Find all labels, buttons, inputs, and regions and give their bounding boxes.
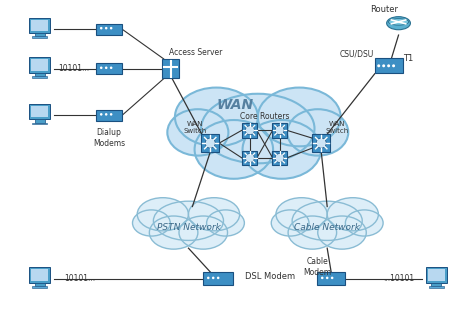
Text: Access Server: Access Server	[169, 48, 222, 57]
Circle shape	[212, 277, 215, 279]
Text: Router: Router	[370, 5, 398, 14]
FancyBboxPatch shape	[162, 59, 179, 78]
FancyBboxPatch shape	[35, 73, 45, 76]
Circle shape	[377, 64, 380, 67]
Ellipse shape	[133, 210, 170, 236]
Circle shape	[100, 113, 102, 116]
Ellipse shape	[271, 210, 309, 236]
Ellipse shape	[327, 198, 378, 231]
Text: Cable Network: Cable Network	[294, 223, 360, 232]
FancyBboxPatch shape	[32, 286, 47, 288]
FancyBboxPatch shape	[35, 283, 45, 286]
FancyBboxPatch shape	[31, 269, 48, 281]
FancyBboxPatch shape	[242, 151, 257, 166]
Circle shape	[321, 277, 324, 279]
Circle shape	[110, 27, 112, 29]
Ellipse shape	[189, 198, 240, 231]
Text: WAN: WAN	[217, 99, 254, 113]
Text: DSL Modem: DSL Modem	[245, 272, 295, 281]
Circle shape	[100, 67, 102, 69]
FancyBboxPatch shape	[375, 58, 402, 73]
FancyBboxPatch shape	[29, 18, 50, 33]
FancyBboxPatch shape	[272, 123, 287, 138]
Text: WAN
Switch: WAN Switch	[326, 121, 349, 134]
Circle shape	[105, 113, 108, 116]
FancyBboxPatch shape	[428, 269, 445, 281]
FancyBboxPatch shape	[96, 110, 122, 121]
FancyBboxPatch shape	[201, 134, 219, 152]
FancyBboxPatch shape	[32, 76, 47, 78]
Ellipse shape	[207, 210, 245, 236]
FancyBboxPatch shape	[32, 123, 47, 124]
Ellipse shape	[387, 17, 410, 30]
Text: Core Routers: Core Routers	[240, 112, 290, 121]
Ellipse shape	[167, 109, 228, 156]
Circle shape	[246, 153, 255, 162]
Circle shape	[382, 64, 385, 67]
Circle shape	[326, 277, 328, 279]
Ellipse shape	[258, 87, 341, 146]
Circle shape	[100, 27, 102, 29]
Ellipse shape	[201, 94, 315, 163]
Ellipse shape	[318, 216, 366, 249]
FancyBboxPatch shape	[29, 104, 50, 119]
FancyBboxPatch shape	[31, 106, 48, 117]
FancyBboxPatch shape	[242, 123, 257, 138]
FancyBboxPatch shape	[96, 63, 122, 74]
FancyBboxPatch shape	[35, 119, 45, 123]
Text: WAN
Switch: WAN Switch	[184, 121, 207, 134]
Text: 10101...: 10101...	[64, 274, 95, 283]
Circle shape	[105, 67, 108, 69]
FancyBboxPatch shape	[317, 272, 345, 285]
Circle shape	[217, 277, 219, 279]
FancyBboxPatch shape	[35, 33, 45, 36]
Circle shape	[105, 27, 108, 29]
FancyBboxPatch shape	[29, 57, 50, 73]
Circle shape	[331, 277, 333, 279]
Text: PSTN Network: PSTN Network	[156, 223, 220, 232]
FancyBboxPatch shape	[203, 272, 233, 285]
FancyBboxPatch shape	[96, 24, 122, 35]
Circle shape	[246, 126, 255, 135]
Ellipse shape	[154, 201, 223, 241]
FancyBboxPatch shape	[431, 283, 441, 286]
Ellipse shape	[243, 120, 321, 179]
Ellipse shape	[175, 87, 258, 146]
Ellipse shape	[287, 109, 348, 156]
Circle shape	[392, 64, 395, 67]
FancyBboxPatch shape	[32, 36, 47, 38]
Circle shape	[110, 67, 112, 69]
Text: Dialup
Modems: Dialup Modems	[93, 128, 125, 148]
Ellipse shape	[388, 19, 409, 25]
FancyBboxPatch shape	[426, 268, 447, 283]
Circle shape	[205, 138, 215, 148]
Ellipse shape	[195, 120, 273, 179]
FancyBboxPatch shape	[29, 268, 50, 283]
Circle shape	[110, 113, 112, 116]
Ellipse shape	[292, 201, 362, 241]
Ellipse shape	[179, 216, 228, 249]
FancyBboxPatch shape	[428, 286, 444, 288]
Circle shape	[275, 126, 284, 135]
Ellipse shape	[346, 210, 383, 236]
Circle shape	[316, 138, 326, 148]
Ellipse shape	[288, 216, 337, 249]
FancyBboxPatch shape	[312, 134, 330, 152]
Text: 10101...: 10101...	[58, 64, 89, 73]
Ellipse shape	[137, 198, 189, 231]
Text: ...10101: ...10101	[383, 274, 414, 283]
Text: CSU/DSU: CSU/DSU	[339, 49, 374, 58]
FancyBboxPatch shape	[31, 20, 48, 31]
Circle shape	[207, 277, 210, 279]
Circle shape	[387, 64, 390, 67]
Circle shape	[275, 153, 284, 162]
Ellipse shape	[276, 198, 327, 231]
Ellipse shape	[149, 216, 198, 249]
FancyBboxPatch shape	[272, 151, 287, 166]
Text: T1: T1	[403, 54, 414, 63]
Text: Cable
Modem: Cable Modem	[303, 257, 331, 277]
FancyBboxPatch shape	[31, 59, 48, 71]
